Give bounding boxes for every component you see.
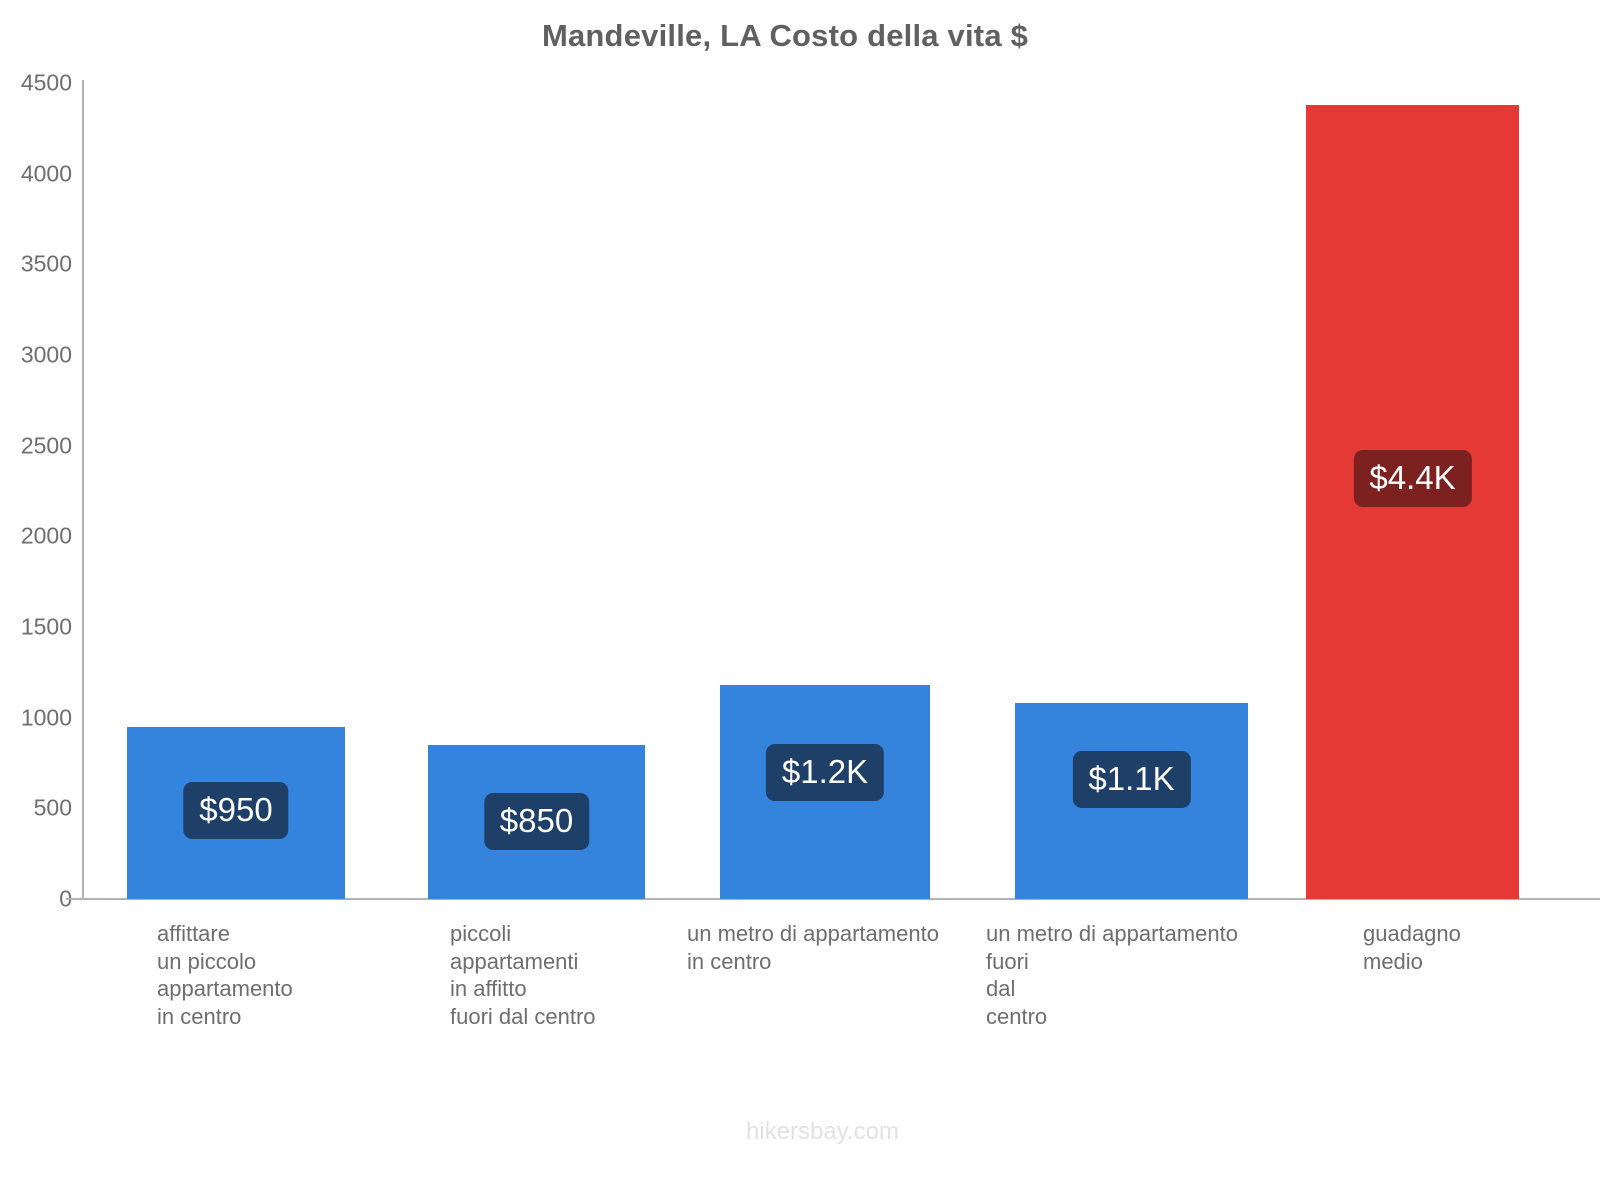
x-axis-category-label: un metro di appartamento fuori dal centr…	[986, 921, 1238, 1029]
bar-value-label: $1.1K	[1072, 751, 1191, 809]
bar[interactable]: $1.1K	[1015, 703, 1248, 899]
bar[interactable]: $950	[127, 726, 345, 899]
y-axis-tick-label: 1000	[20, 704, 72, 731]
bar[interactable]: $850	[428, 744, 645, 899]
plot-area: $950 $850 $1.2K $1.1K $4.4K	[82, 83, 1565, 899]
bar[interactable]: $1.2K	[720, 685, 930, 899]
y-axis-tick-label: 3500	[20, 250, 72, 277]
y-axis-tick-label: 2000	[20, 522, 72, 549]
x-axis-category-label: piccoli appartamenti in affitto fuori da…	[450, 921, 596, 1029]
y-axis-tick-label: 3000	[20, 341, 72, 368]
y-axis-tick-label: 0	[59, 885, 72, 912]
y-axis-tick-label: 1500	[20, 613, 72, 640]
y-axis-tick-label: 4000	[20, 160, 72, 187]
chart-title: Mandeville, LA Costo della vita $	[541, 18, 1029, 53]
x-axis-line	[66, 898, 1600, 900]
y-axis-tick-label: 500	[33, 794, 72, 821]
bar-value-label: $950	[183, 781, 289, 839]
x-axis-category-labels: affittare un piccolo appartamento in cen…	[0, 920, 1600, 1070]
footer-watermark: hikersbay.com	[746, 1118, 899, 1145]
bar-value-label: $1.2K	[765, 744, 885, 802]
bar[interactable]: $4.4K	[1306, 104, 1519, 899]
x-axis-category-label: un metro di appartamento in centro	[687, 921, 939, 974]
bar-value-label: $850	[483, 792, 590, 850]
x-axis-category-label: affittare un piccolo appartamento in cen…	[157, 921, 293, 1029]
bar-value-label: $4.4K	[1353, 449, 1472, 507]
y-axis-tick-label: 2500	[20, 432, 72, 459]
x-axis-category-label: guadagno medio	[1363, 921, 1461, 974]
y-axis-tick-labels: 4500 4000 3500 3000 2500 2000 1500 1000 500 0	[0, 0, 72, 1200]
y-axis-line	[82, 80, 84, 900]
y-axis-tick-label: 4500	[20, 69, 72, 96]
